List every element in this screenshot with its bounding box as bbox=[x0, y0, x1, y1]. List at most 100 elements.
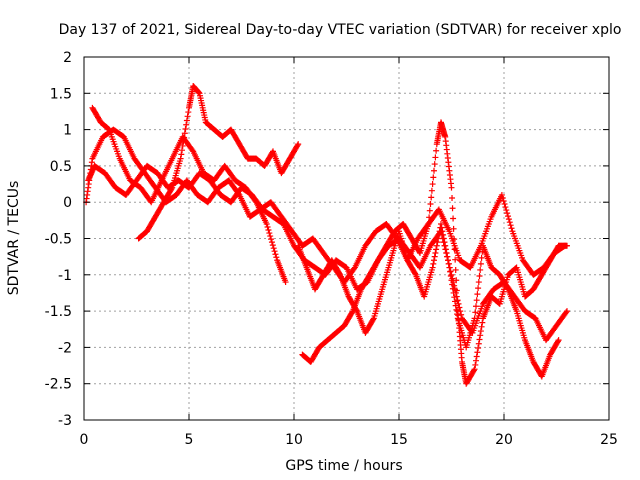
x-tick-label: 15 bbox=[390, 432, 408, 448]
chart-title: Day 137 of 2021, Sidereal Day-to-day VTE… bbox=[59, 22, 622, 38]
data-point bbox=[454, 311, 461, 318]
data-point bbox=[295, 141, 302, 148]
data-point bbox=[471, 315, 478, 322]
data-point bbox=[475, 285, 482, 292]
y-tick-label: 0 bbox=[63, 195, 72, 211]
data-point bbox=[503, 207, 510, 214]
data-point bbox=[429, 264, 436, 271]
data-point bbox=[505, 216, 512, 223]
data-point bbox=[477, 328, 484, 335]
y-tick-label: -3 bbox=[58, 413, 72, 429]
data-point bbox=[477, 266, 484, 273]
data-point bbox=[441, 239, 448, 246]
data-point bbox=[269, 242, 276, 249]
x-axis-label: GPS time / hours bbox=[285, 458, 402, 474]
data-point bbox=[449, 205, 456, 212]
grid bbox=[84, 57, 609, 420]
data-point bbox=[447, 268, 454, 275]
data-point bbox=[183, 117, 190, 124]
series-trace-c bbox=[135, 83, 302, 242]
data-point bbox=[182, 125, 189, 132]
data-point bbox=[353, 306, 360, 313]
data-point bbox=[265, 227, 272, 234]
axis-ticks: 0 5 10 15 20 25 2 1.5 1 0.5 0 -0.5 -1 -1.5 -2 -2.5 -3 bbox=[45, 50, 618, 448]
data-point bbox=[273, 254, 280, 261]
data-point bbox=[282, 279, 289, 286]
data-point bbox=[498, 191, 505, 198]
data-point bbox=[349, 309, 356, 316]
data-point bbox=[252, 197, 259, 204]
data-point bbox=[564, 308, 570, 315]
data-point bbox=[263, 220, 270, 227]
data-point bbox=[179, 142, 186, 149]
data-point bbox=[268, 236, 275, 243]
data-point bbox=[271, 248, 278, 255]
data-point bbox=[435, 235, 442, 242]
data-point bbox=[446, 264, 453, 271]
y-tick-label: -0.5 bbox=[45, 232, 72, 248]
data-point bbox=[181, 134, 188, 141]
data-point bbox=[426, 207, 433, 214]
data-point bbox=[168, 185, 175, 192]
data-point bbox=[476, 273, 483, 280]
series-trace-b bbox=[89, 104, 289, 286]
data-point bbox=[506, 219, 513, 226]
data-point bbox=[440, 235, 447, 242]
data-point bbox=[443, 250, 450, 257]
data-point bbox=[554, 338, 561, 345]
data-point bbox=[472, 309, 479, 316]
data-point bbox=[450, 289, 457, 296]
data-point bbox=[453, 306, 460, 313]
data-point bbox=[563, 309, 570, 316]
data-point bbox=[189, 147, 196, 154]
data-point bbox=[449, 285, 456, 292]
data-point bbox=[266, 230, 273, 237]
y-tick-label: -1.5 bbox=[45, 304, 72, 320]
data-point bbox=[438, 224, 445, 231]
data-point bbox=[555, 337, 562, 344]
data-point bbox=[473, 357, 479, 364]
data-point bbox=[448, 184, 455, 191]
data-point bbox=[504, 210, 511, 217]
data-point bbox=[451, 294, 458, 301]
data-point bbox=[452, 298, 458, 305]
data-point bbox=[442, 246, 449, 253]
data-point bbox=[180, 138, 187, 145]
data-point bbox=[478, 323, 485, 330]
y-axis-label: SDTVAR / TECUs bbox=[6, 181, 22, 296]
data-point bbox=[561, 243, 568, 250]
y-tick-label: 2 bbox=[63, 50, 72, 66]
data-point bbox=[179, 147, 185, 154]
data-point bbox=[177, 155, 184, 162]
data-point bbox=[472, 361, 479, 368]
data-point bbox=[450, 225, 457, 232]
data-point bbox=[439, 228, 446, 235]
data-point bbox=[393, 234, 400, 241]
data-point bbox=[502, 204, 509, 211]
data-point bbox=[434, 239, 441, 246]
data-point bbox=[452, 256, 459, 263]
data-point bbox=[428, 187, 435, 194]
data-point bbox=[272, 251, 279, 258]
data-point bbox=[504, 285, 511, 292]
y-tick-label: 0.5 bbox=[50, 159, 72, 175]
x-tick-label: 20 bbox=[495, 432, 513, 448]
data-point bbox=[452, 266, 459, 273]
data-point bbox=[431, 161, 438, 168]
data-point bbox=[479, 319, 486, 326]
data-point bbox=[448, 271, 455, 278]
data-point bbox=[475, 340, 482, 347]
data-point bbox=[428, 194, 435, 201]
data-point bbox=[432, 250, 439, 257]
data-point bbox=[477, 260, 484, 267]
data-point bbox=[505, 213, 512, 220]
data-point bbox=[474, 349, 481, 356]
data-point bbox=[445, 260, 452, 267]
data-point bbox=[470, 367, 477, 374]
data-point bbox=[268, 239, 275, 246]
data-point bbox=[561, 242, 568, 249]
data-point bbox=[499, 194, 506, 201]
data-point bbox=[429, 181, 436, 188]
data-point bbox=[449, 194, 456, 201]
data-point bbox=[267, 233, 274, 240]
